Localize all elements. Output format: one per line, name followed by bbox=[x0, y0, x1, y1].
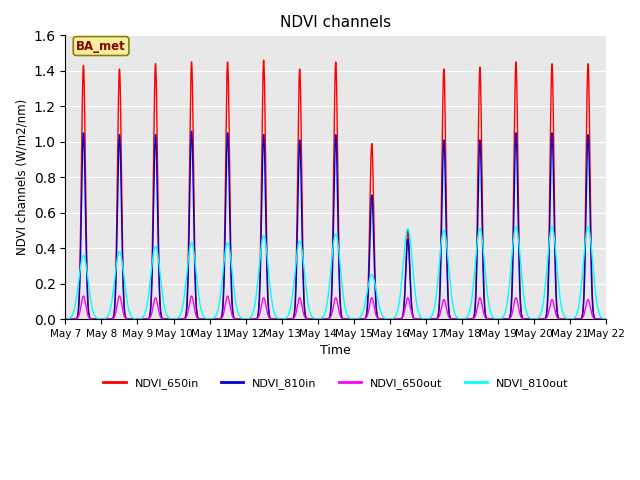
Line: NDVI_650out: NDVI_650out bbox=[65, 296, 606, 319]
NDVI_810out bbox=[602, 316, 610, 322]
NDVI_650out bbox=[410, 316, 418, 322]
NDVI_650out bbox=[177, 316, 185, 322]
NDVI_650in bbox=[260, 57, 268, 63]
Line: NDVI_810out: NDVI_810out bbox=[65, 227, 606, 319]
NDVI_810in bbox=[264, 297, 272, 302]
NDVI_810out bbox=[172, 316, 179, 322]
NDVI_810in bbox=[410, 316, 418, 322]
Line: NDVI_650in: NDVI_650in bbox=[65, 60, 606, 319]
Text: BA_met: BA_met bbox=[76, 39, 126, 52]
Y-axis label: NDVI channels (W/m2/nm): NDVI channels (W/m2/nm) bbox=[15, 99, 28, 255]
NDVI_650out bbox=[79, 293, 87, 299]
NDVI_810out bbox=[487, 311, 495, 316]
Title: NDVI channels: NDVI channels bbox=[280, 15, 391, 30]
Legend: NDVI_650in, NDVI_810in, NDVI_650out, NDVI_810out: NDVI_650in, NDVI_810in, NDVI_650out, NDV… bbox=[99, 373, 573, 393]
NDVI_650in bbox=[487, 316, 495, 322]
NDVI_650out bbox=[61, 316, 69, 322]
NDVI_650out bbox=[602, 316, 610, 322]
NDVI_650out bbox=[600, 316, 608, 322]
NDVI_810out bbox=[264, 260, 271, 265]
NDVI_650in bbox=[600, 316, 608, 322]
NDVI_650out bbox=[487, 316, 495, 322]
NDVI_650in bbox=[264, 289, 272, 295]
NDVI_650in bbox=[177, 316, 185, 322]
NDVI_810out bbox=[61, 316, 69, 322]
NDVI_810in bbox=[602, 316, 610, 322]
NDVI_810out bbox=[584, 224, 592, 230]
NDVI_810out bbox=[600, 316, 608, 322]
NDVI_650out bbox=[264, 312, 272, 318]
NDVI_650in bbox=[172, 316, 179, 322]
NDVI_650in bbox=[410, 316, 418, 322]
NDVI_810in bbox=[61, 316, 69, 322]
NDVI_810in bbox=[600, 316, 608, 322]
NDVI_810in bbox=[177, 316, 185, 322]
X-axis label: Time: Time bbox=[321, 344, 351, 357]
NDVI_810in bbox=[487, 316, 495, 322]
NDVI_650in bbox=[386, 316, 394, 322]
NDVI_650in bbox=[602, 316, 610, 322]
NDVI_810in bbox=[172, 316, 179, 322]
NDVI_650in bbox=[61, 316, 69, 322]
NDVI_650out bbox=[172, 316, 179, 322]
NDVI_810out bbox=[410, 280, 418, 286]
NDVI_810in bbox=[188, 128, 195, 134]
NDVI_810out bbox=[177, 310, 185, 316]
Line: NDVI_810in: NDVI_810in bbox=[65, 131, 606, 319]
